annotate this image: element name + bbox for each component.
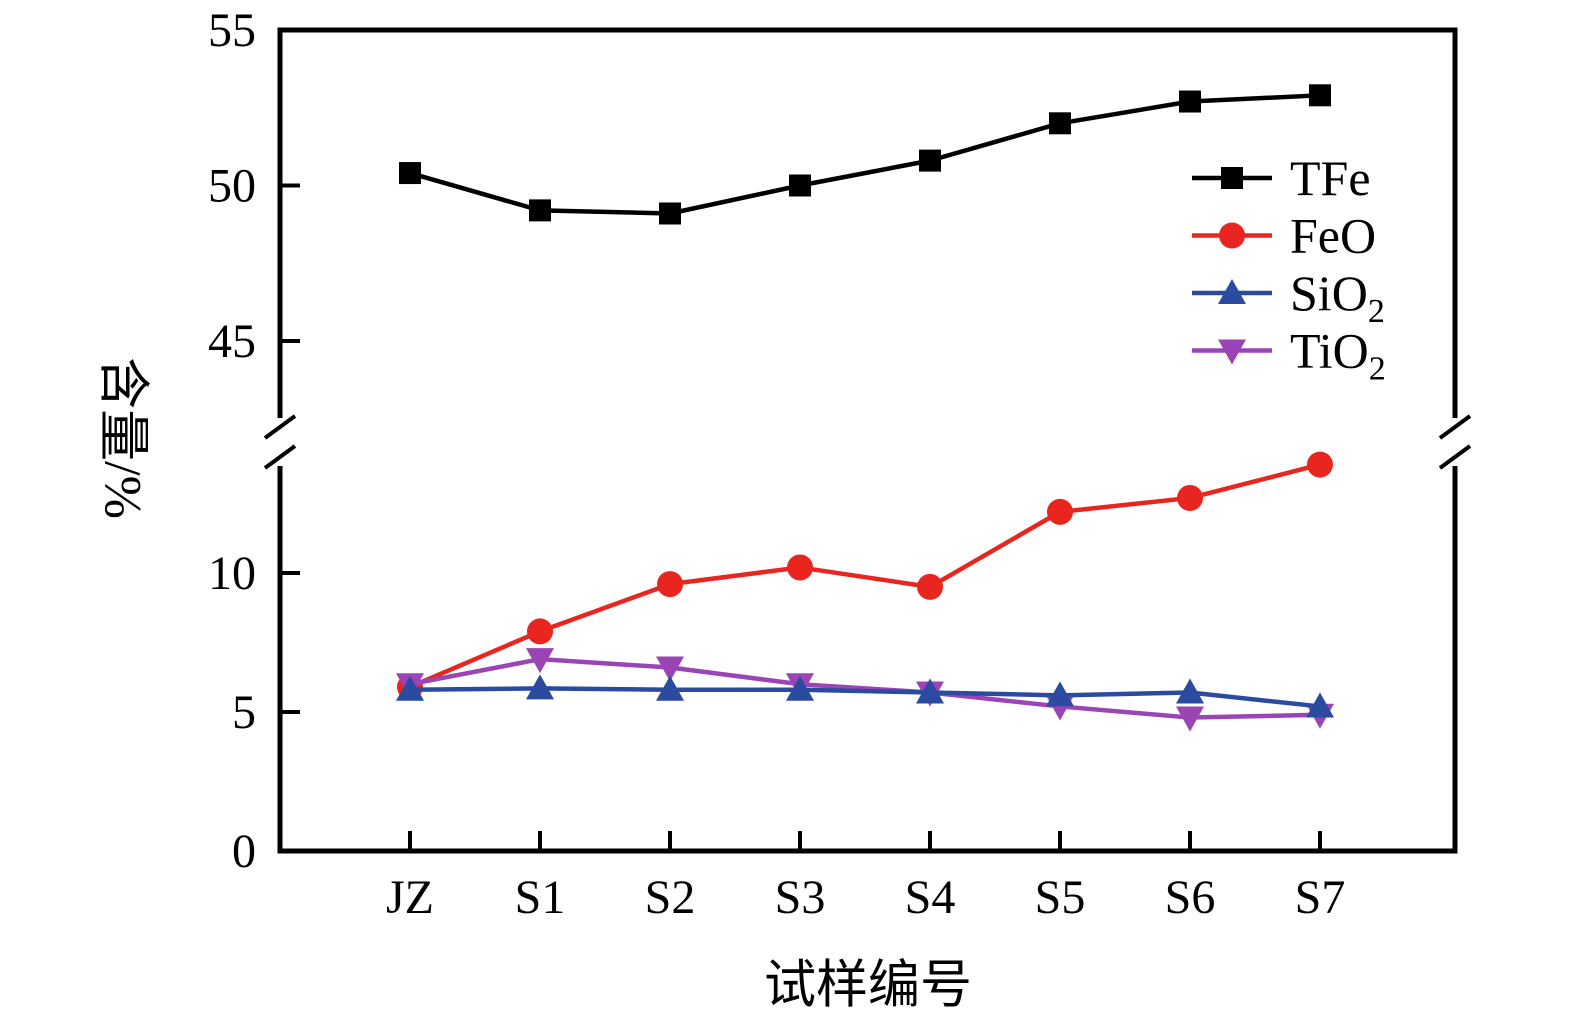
x-tick-label: S7 <box>1295 871 1346 924</box>
series-marker-TFe <box>919 149 941 172</box>
series-marker-SiO2 <box>656 675 684 701</box>
y-tick-label: 50 <box>208 160 256 213</box>
series-marker-TFe <box>659 202 681 225</box>
y-tick-label: 5 <box>232 686 256 739</box>
legend-marker-FeO <box>1219 222 1245 249</box>
legend-label: FeO <box>1290 208 1376 264</box>
y-tick-label: 10 <box>208 547 256 600</box>
plot-frame <box>277 27 1458 854</box>
series-marker-FeO <box>1307 451 1333 478</box>
series-marker-FeO <box>657 571 683 598</box>
series-marker-SiO2 <box>786 675 814 701</box>
legend-marker-TFe <box>1221 167 1243 189</box>
series-marker-FeO <box>917 573 943 600</box>
x-tick-label: S1 <box>515 871 566 924</box>
series-marker-FeO <box>787 554 813 581</box>
series-marker-TFe <box>1049 112 1071 135</box>
series-marker-SiO2 <box>916 678 944 704</box>
legend-marker-TiO2 <box>1218 339 1246 365</box>
series-line-SiO2 <box>409 686 1321 709</box>
series-marker-FeO <box>1177 484 1203 511</box>
series-line-TFe <box>409 93 1321 216</box>
legend-label: TFe <box>1290 150 1371 206</box>
series-marker-TFe <box>1179 90 1201 113</box>
x-axis-title: 试样编号 <box>763 957 973 1015</box>
x-tick-label: S5 <box>1035 871 1086 924</box>
series-marker-TFe <box>399 162 421 185</box>
y-tick-label: 45 <box>208 315 256 368</box>
x-tick-label: S2 <box>645 871 696 924</box>
series-marker-SiO2 <box>396 675 424 701</box>
series-marker-SiO2 <box>1306 692 1334 718</box>
series-marker-SiO2 <box>1176 678 1204 704</box>
series-marker-TiO2 <box>656 656 684 682</box>
y-tick-label: 0 <box>232 825 256 878</box>
series-marker-FeO <box>1047 498 1073 525</box>
x-tick-label: JZ <box>386 871 434 924</box>
legend-marker-SiO2 <box>1218 279 1246 304</box>
series-marker-TFe <box>529 199 551 222</box>
legend-label: SiO2 <box>1290 265 1385 330</box>
y-tick-label: 55 <box>208 4 256 57</box>
series-line-FeO <box>409 462 1321 690</box>
x-tick-label: S4 <box>905 871 956 924</box>
x-tick-label: S3 <box>775 871 826 924</box>
series-line-TiO2 <box>409 656 1321 720</box>
y-axis-title: 含量/% <box>93 357 151 519</box>
series-marker-FeO <box>527 618 553 645</box>
series-marker-TiO2 <box>526 648 554 674</box>
x-tick-label: S6 <box>1165 871 1216 924</box>
series-marker-SiO2 <box>1046 681 1074 707</box>
series-marker-SiO2 <box>526 674 554 700</box>
series-marker-TFe <box>1309 84 1331 107</box>
axis-break-mark <box>263 444 297 470</box>
axis-break-mark <box>1438 414 1472 440</box>
series-marker-TFe <box>789 174 811 197</box>
series-marker-TiO2 <box>1176 706 1204 732</box>
axis-break-mark <box>1438 444 1472 470</box>
legend-label: TiO2 <box>1290 323 1386 388</box>
axis-break-mark <box>263 414 297 440</box>
